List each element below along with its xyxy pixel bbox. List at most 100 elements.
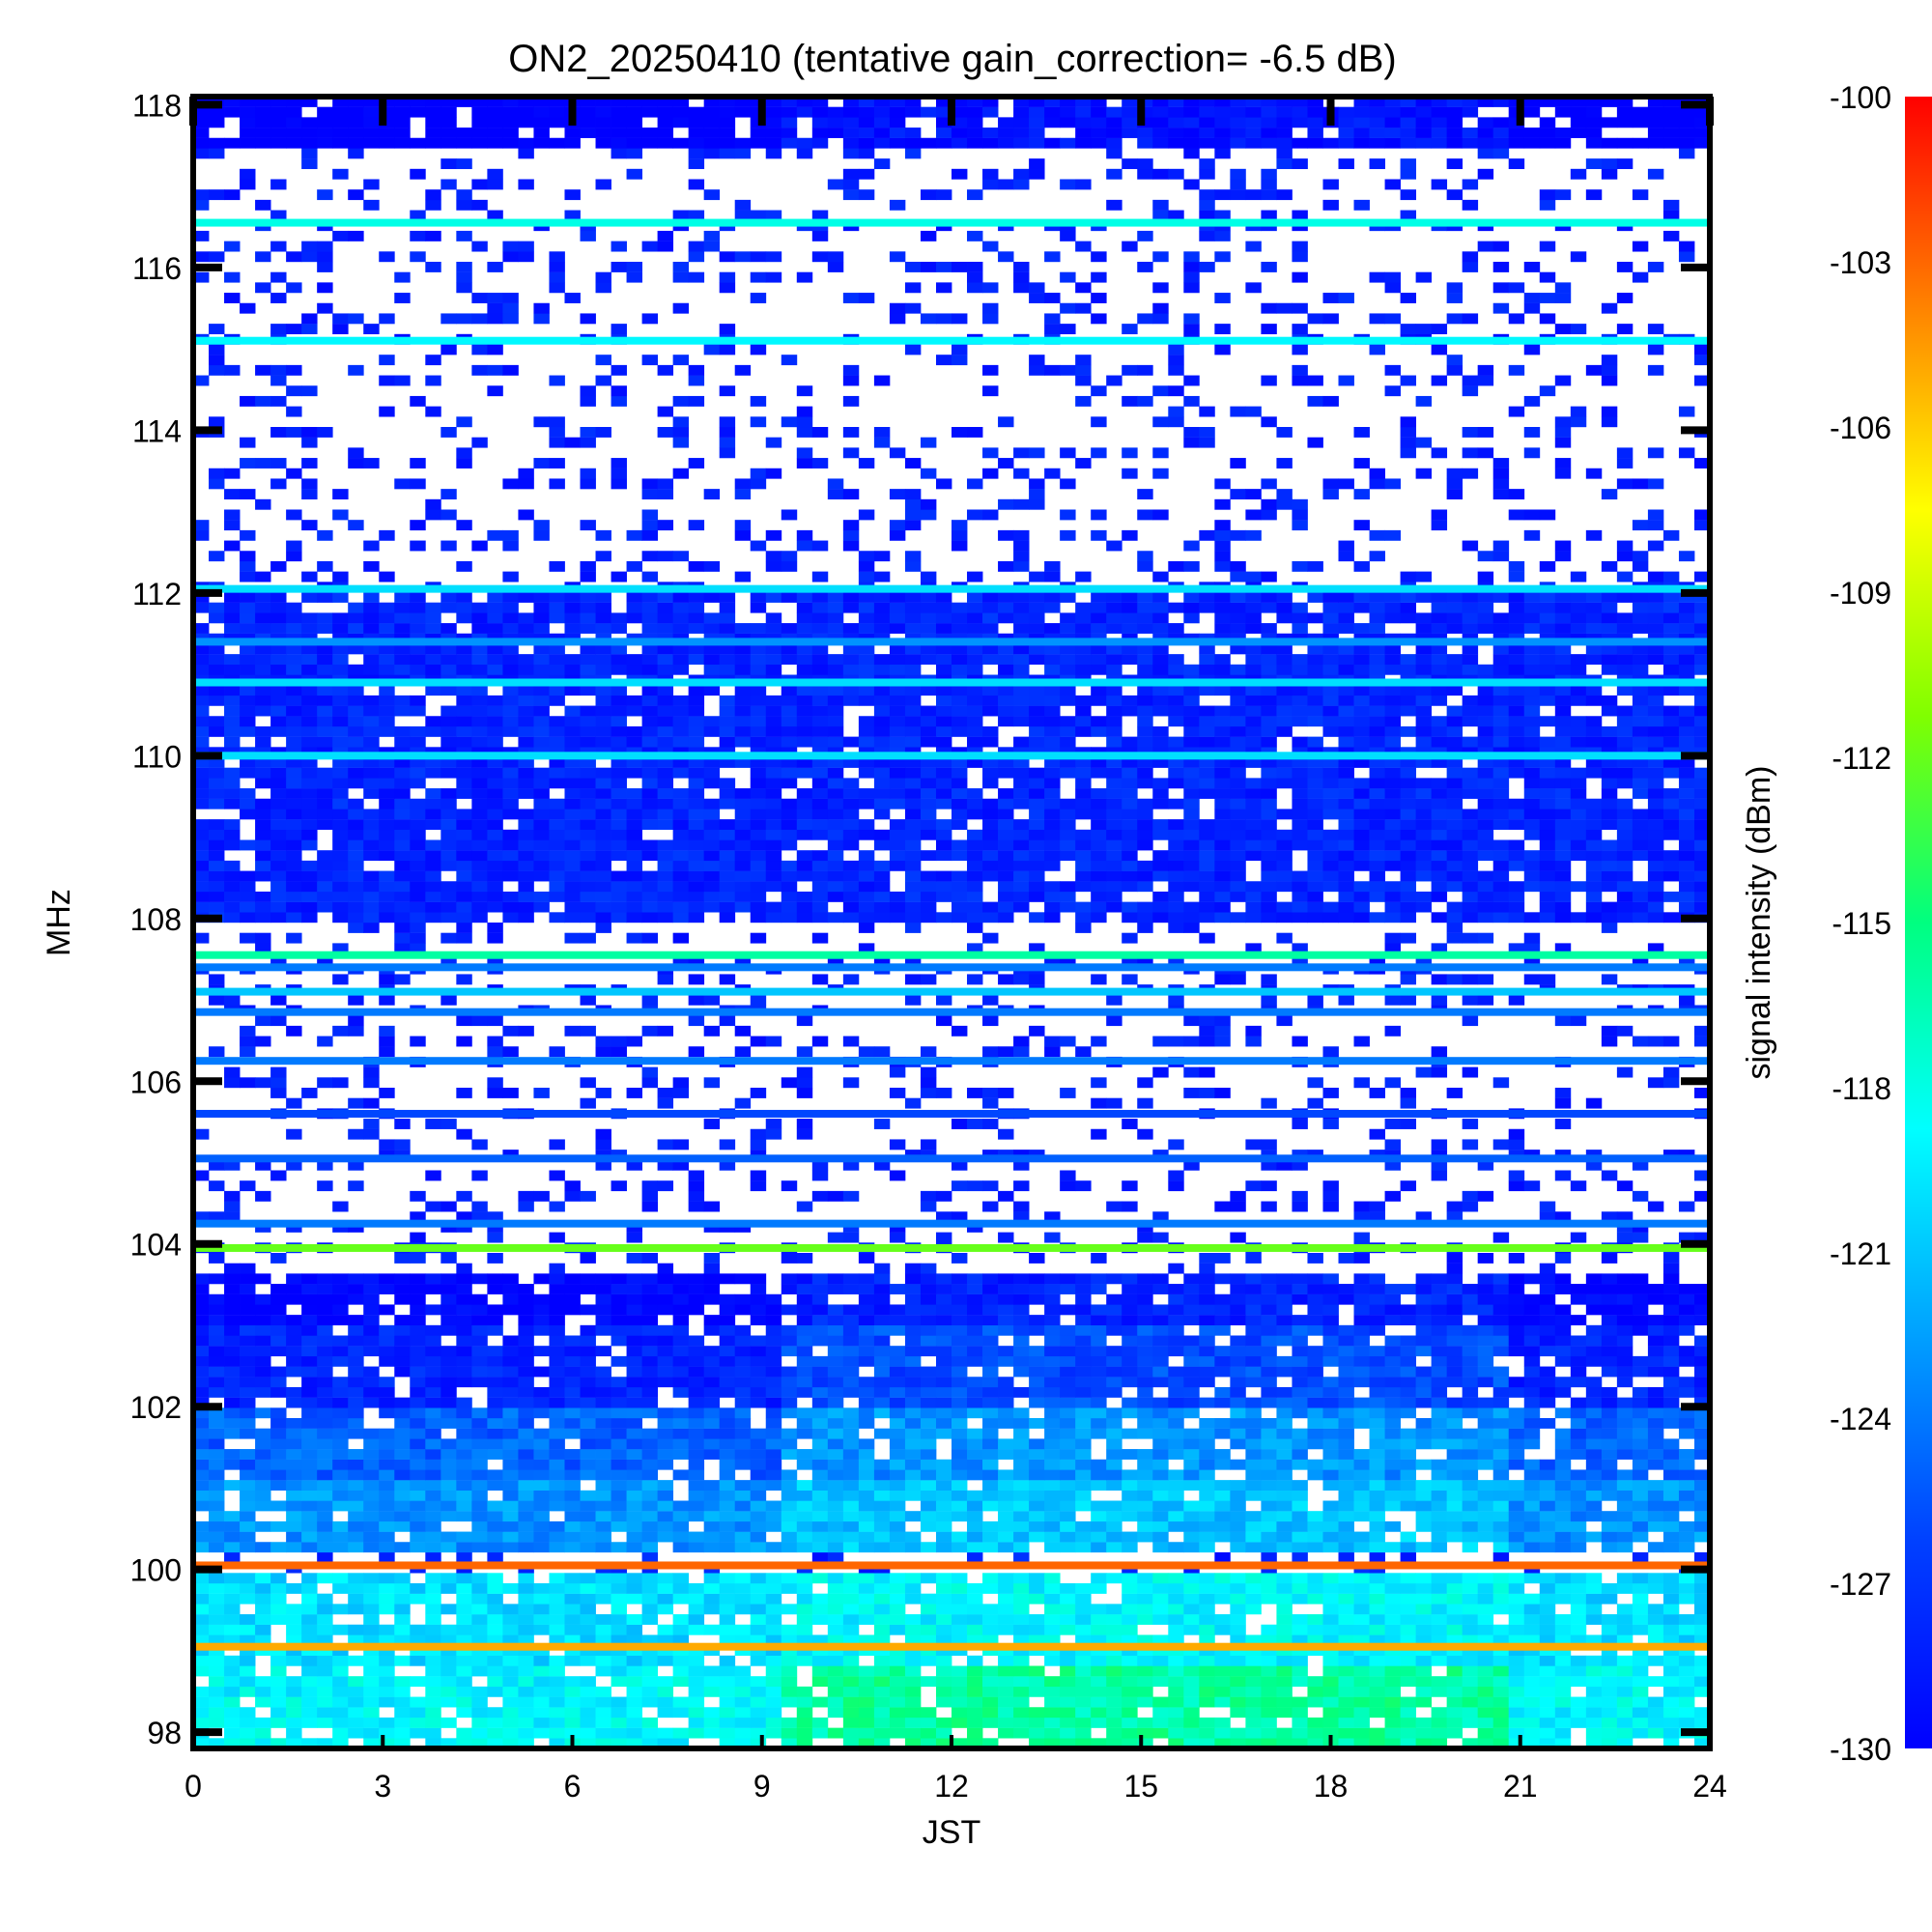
spectrogram-cell bbox=[1122, 1407, 1138, 1419]
spectrogram-cell bbox=[1492, 1428, 1510, 1439]
spectrogram-cell bbox=[796, 1077, 813, 1089]
spectrogram-cell bbox=[1322, 1614, 1339, 1625]
spectrogram-cell bbox=[672, 1293, 690, 1305]
spectrogram-cell bbox=[487, 1036, 503, 1047]
spectrogram-cell bbox=[533, 1604, 550, 1615]
spectrogram-cell bbox=[1462, 1119, 1479, 1129]
spectrogram-cell bbox=[626, 1397, 642, 1408]
spectrogram-cell bbox=[456, 1665, 472, 1677]
spectrogram-cell bbox=[1353, 1293, 1370, 1305]
spectrogram-cell bbox=[348, 1593, 364, 1605]
spectrogram-cell bbox=[626, 1335, 642, 1347]
spectrogram-cell bbox=[1384, 1418, 1401, 1429]
spectrogram-cell bbox=[518, 1614, 534, 1625]
spectrogram-cell bbox=[1353, 1542, 1370, 1553]
spectrogram-cell bbox=[518, 1480, 534, 1492]
spectrogram-cell bbox=[1322, 1604, 1339, 1615]
spectrogram-cell bbox=[1106, 1015, 1122, 1027]
spectrogram-cell bbox=[1276, 1583, 1293, 1594]
spectrogram-cell bbox=[595, 881, 611, 893]
spectrogram-cell bbox=[502, 1634, 519, 1646]
spectrogram-cell bbox=[1137, 1573, 1153, 1584]
spectrogram-cell bbox=[379, 994, 395, 1006]
spectrogram-cell bbox=[1662, 1604, 1680, 1615]
spectrogram-cell bbox=[1091, 1077, 1107, 1089]
spectrogram-cell bbox=[1431, 1573, 1448, 1584]
spectrogram-cell bbox=[209, 1531, 225, 1543]
spectrogram-cell bbox=[286, 1707, 302, 1719]
spectrogram-cell bbox=[626, 1355, 642, 1367]
spectrogram-cell bbox=[1060, 1480, 1076, 1492]
spectrogram-cell bbox=[1245, 1324, 1262, 1336]
spectrogram-cell bbox=[1384, 1428, 1401, 1439]
spectrogram-cell bbox=[1693, 1634, 1711, 1646]
spectrogram-cell bbox=[734, 1304, 752, 1316]
spectrogram-cell bbox=[889, 1727, 906, 1739]
spectrogram-cell bbox=[641, 1335, 659, 1347]
spectrogram-cell bbox=[734, 891, 752, 902]
spectrogram-cell bbox=[240, 1676, 256, 1688]
spectrogram-cell bbox=[270, 1386, 287, 1398]
spectrogram-cell bbox=[1060, 1346, 1076, 1357]
spectrogram-cell bbox=[1152, 1449, 1169, 1460]
spectrogram-cell bbox=[1446, 1273, 1463, 1285]
spectrogram-cell bbox=[1353, 1201, 1370, 1212]
spectrogram-cell bbox=[301, 1738, 318, 1749]
spectrogram-cell bbox=[1044, 1304, 1061, 1316]
spectrogram-cell bbox=[332, 1025, 349, 1037]
spectrogram-cell bbox=[1415, 1686, 1433, 1697]
spectrogram-cell bbox=[1384, 1025, 1401, 1037]
spectrogram-cell bbox=[1214, 1593, 1231, 1605]
spectrogram-cell bbox=[734, 1593, 752, 1605]
spectrogram-cell bbox=[1013, 1604, 1030, 1615]
spectrogram-cell bbox=[1523, 1480, 1541, 1492]
spectrogram-cell bbox=[641, 1604, 659, 1615]
spectrogram-cell bbox=[379, 912, 395, 923]
spectrogram-cell bbox=[487, 932, 503, 944]
spectrogram-cell bbox=[982, 1542, 999, 1553]
spectrogram-cell bbox=[1199, 1469, 1215, 1481]
spectrogram-cell bbox=[456, 1686, 472, 1697]
spectrogram-cell bbox=[487, 1355, 503, 1367]
spectrogram-cell bbox=[1616, 891, 1634, 902]
spectrogram-cell bbox=[1539, 1634, 1556, 1646]
spectrogram-cell bbox=[626, 1490, 642, 1501]
spectrogram-cell bbox=[1152, 901, 1169, 913]
spectrogram-cell bbox=[1400, 901, 1417, 913]
spectrogram-cell bbox=[1369, 1727, 1385, 1739]
spectrogram-cell bbox=[502, 1490, 519, 1501]
spectrogram-cell bbox=[1199, 1459, 1215, 1470]
spectrogram-cell bbox=[1152, 1604, 1169, 1615]
spectrogram-cell bbox=[904, 1490, 922, 1501]
spectrogram-cell bbox=[1137, 1459, 1153, 1470]
spectrogram-cell bbox=[410, 1355, 426, 1367]
spectrogram-cell bbox=[1353, 1304, 1370, 1316]
spectrogram-cell bbox=[703, 1449, 721, 1460]
spectrogram-cell bbox=[379, 1386, 395, 1398]
spectrogram-cell bbox=[580, 1418, 596, 1429]
spectrogram-cell bbox=[796, 1717, 813, 1728]
spectrogram-cell bbox=[209, 1676, 225, 1688]
spectrogram-cell bbox=[1492, 1346, 1510, 1357]
spectrogram-cell bbox=[1523, 912, 1541, 923]
spectrogram-cell bbox=[1369, 912, 1385, 923]
spectrogram-cell bbox=[471, 1449, 488, 1460]
spectrogram-cell bbox=[1214, 1551, 1231, 1563]
spectrogram-cell bbox=[734, 1355, 752, 1367]
spectrogram-cell bbox=[998, 1717, 1014, 1728]
spectrogram-cell bbox=[626, 1428, 642, 1439]
spectrogram-cell bbox=[967, 1551, 983, 1563]
spectrogram-cell bbox=[889, 1428, 906, 1439]
spectrogram-cell bbox=[595, 1634, 611, 1646]
spectrogram-cell bbox=[1369, 1480, 1385, 1492]
spectrogram-cell bbox=[363, 1459, 380, 1470]
spectrogram-cell bbox=[425, 1542, 441, 1553]
spectrogram-cell bbox=[209, 1511, 225, 1522]
spectrogram-cell bbox=[920, 1614, 937, 1625]
spectrogram-cell bbox=[811, 1377, 829, 1388]
spectrogram-cell bbox=[796, 1335, 813, 1347]
spectrogram-cell bbox=[193, 1386, 210, 1398]
spectrogram-cell bbox=[765, 1418, 782, 1429]
spectrogram-cell bbox=[1029, 1397, 1045, 1408]
spectrogram-cell bbox=[209, 1304, 225, 1316]
